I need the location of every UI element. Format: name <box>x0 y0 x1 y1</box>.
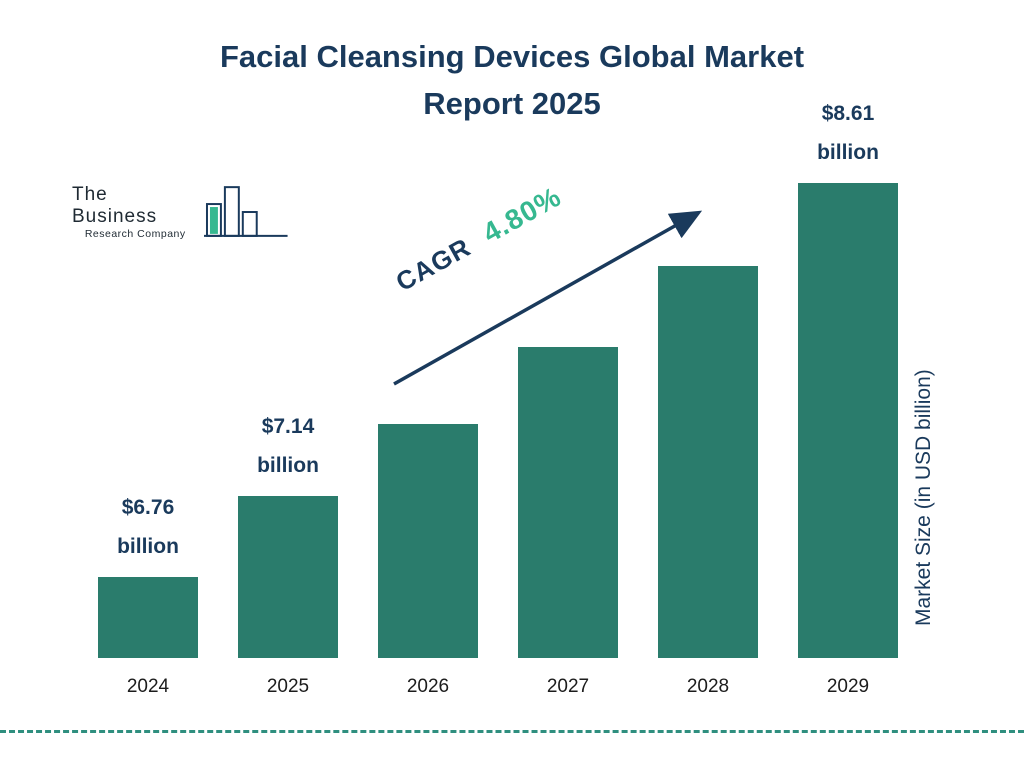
page-title-line1: Facial Cleansing Devices Global Market <box>219 39 805 74</box>
logo-name: The Business <box>72 184 158 227</box>
bar-column-2026: 2026 <box>378 183 478 697</box>
bar <box>98 577 198 658</box>
x-tick-label: 2024 <box>126 676 170 697</box>
logo-subtitle: Research Company <box>84 228 186 240</box>
bar <box>378 424 478 658</box>
page-title-line2: Report 2025 <box>423 85 601 121</box>
x-tick-label: 2026 <box>406 676 450 697</box>
company-logo: The Business Research Company <box>72 180 292 246</box>
bar-column-2028: 2028 <box>658 183 758 697</box>
bar <box>798 183 898 658</box>
bar-chart-logo-icon <box>204 186 289 237</box>
company-logo-text: The Business Research Company <box>72 184 198 246</box>
bar-column-2024: $6.76 billion 2024 <box>98 183 198 697</box>
bar <box>518 347 618 658</box>
x-tick-label: 2025 <box>266 676 310 697</box>
bar <box>658 266 758 658</box>
bar <box>238 496 338 658</box>
bar-value-label: $8.61 billion <box>817 102 879 165</box>
bar-column-2025: $7.14 billion 2025 <box>238 183 338 697</box>
bottom-dashed-divider <box>0 730 1024 733</box>
y-axis-label: Market Size (in USD billion) <box>912 369 935 627</box>
bar-value-label: $7.14 billion <box>257 415 319 478</box>
bar-column-2027: 2027 <box>518 183 618 697</box>
x-tick-label: 2027 <box>546 676 590 697</box>
page-title: Facial Cleansing Devices Global Market R… <box>152 34 872 127</box>
bar-column-2029: $8.61 billion 2029 <box>798 102 898 697</box>
x-tick-label: 2028 <box>686 676 730 697</box>
plot-area: $6.76 billion 2024 $7.14 billion 2025 2026 2027… <box>98 102 898 697</box>
bar-value-label: $6.76 billion <box>117 496 179 559</box>
x-tick-label: 2029 <box>826 676 870 697</box>
